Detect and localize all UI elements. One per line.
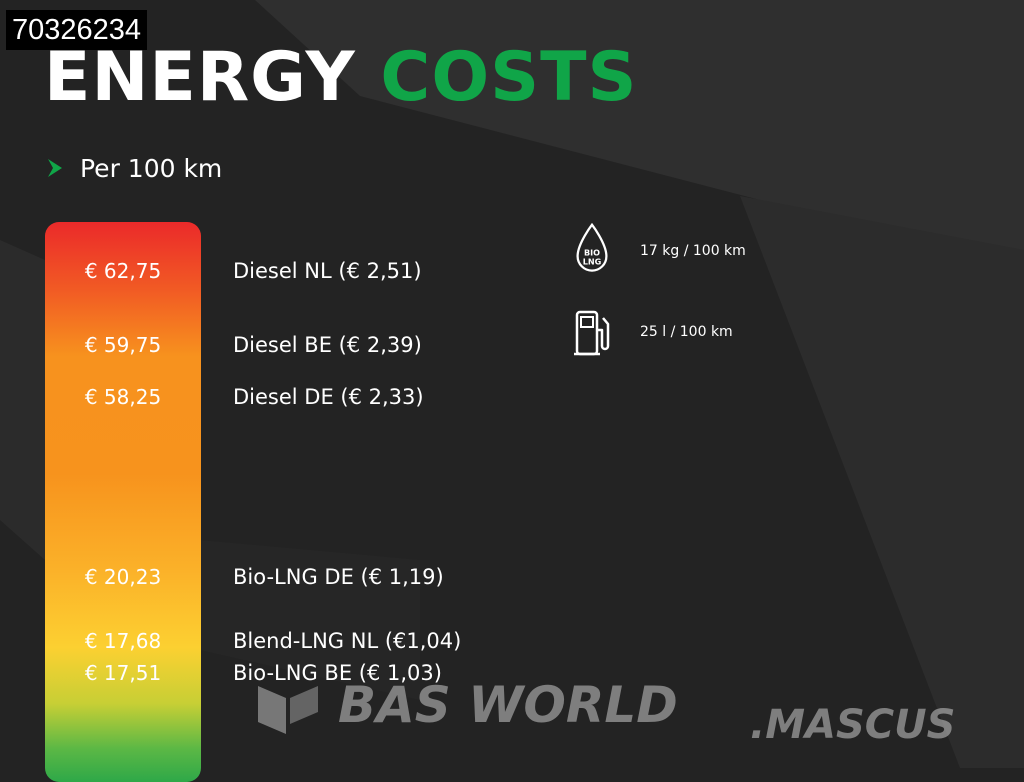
bio-lng-consumption-text: 17 kg / 100 km — [640, 243, 746, 259]
fuel-pump-icon — [574, 310, 610, 356]
cost-fuel-label: Diesel NL (€ 2,51) — [233, 259, 422, 283]
cost-fuel-label: Blend-LNG NL (€1,04) — [233, 629, 462, 653]
title-word-energy: ENERGY — [44, 38, 356, 117]
subtitle: Per 100 km — [44, 148, 222, 188]
cost-fuel-label: Bio-LNG DE (€ 1,19) — [233, 565, 444, 589]
diesel-consumption: 25 l / 100 km — [572, 306, 733, 360]
cost-price: € 62,75 — [84, 259, 162, 283]
cost-fuel-label: Diesel BE (€ 2,39) — [233, 333, 422, 357]
cost-price: € 17,51 — [84, 661, 162, 685]
cost-fuel-label: Bio-LNG BE (€ 1,03) — [233, 661, 442, 685]
cost-row: € 20,23 Bio-LNG DE (€ 1,19) — [0, 560, 520, 594]
cost-row: € 62,75 Diesel NL (€ 2,51) — [0, 254, 520, 288]
title-word-costs: COSTS — [380, 38, 638, 117]
cost-price: € 59,75 — [84, 333, 162, 357]
diesel-consumption-text: 25 l / 100 km — [640, 324, 733, 340]
cost-price: € 20,23 — [84, 565, 162, 589]
subtitle-text: Per 100 km — [80, 153, 223, 183]
cost-row: € 59,75 Diesel BE (€ 2,39) — [0, 328, 520, 362]
bio-lng-consumption: BIO LNG 17 kg / 100 km — [572, 222, 746, 276]
cost-row: € 17,68 Blend-LNG NL (€1,04) — [0, 624, 520, 658]
bas-world-mascus-watermark: BAS WORLD .MASCUS — [256, 672, 1016, 762]
cost-row: € 58,25 Diesel DE (€ 2,33) — [0, 380, 520, 414]
bio-lng-icon-text-top: BIO — [584, 247, 600, 257]
watermark-partner: .MASCUS — [750, 702, 956, 748]
cost-price: € 58,25 — [84, 385, 162, 409]
listing-id-label: 70326234 — [6, 10, 148, 50]
watermark-brand: BAS WORLD — [338, 676, 678, 734]
bas-world-logo-icon — [258, 686, 318, 734]
cost-price: € 17,68 — [84, 629, 162, 653]
bio-lng-drop-icon: BIO LNG — [576, 222, 608, 272]
cost-row: € 17,51 Bio-LNG BE (€ 1,03) — [0, 656, 520, 690]
chevron-right-icon — [48, 159, 62, 177]
cost-gradient-bar — [45, 222, 201, 782]
page-title: ENERGY COSTS — [44, 28, 637, 128]
bio-lng-icon-text-bottom: LNG — [583, 256, 602, 266]
cost-fuel-label: Diesel DE (€ 2,33) — [233, 385, 424, 409]
